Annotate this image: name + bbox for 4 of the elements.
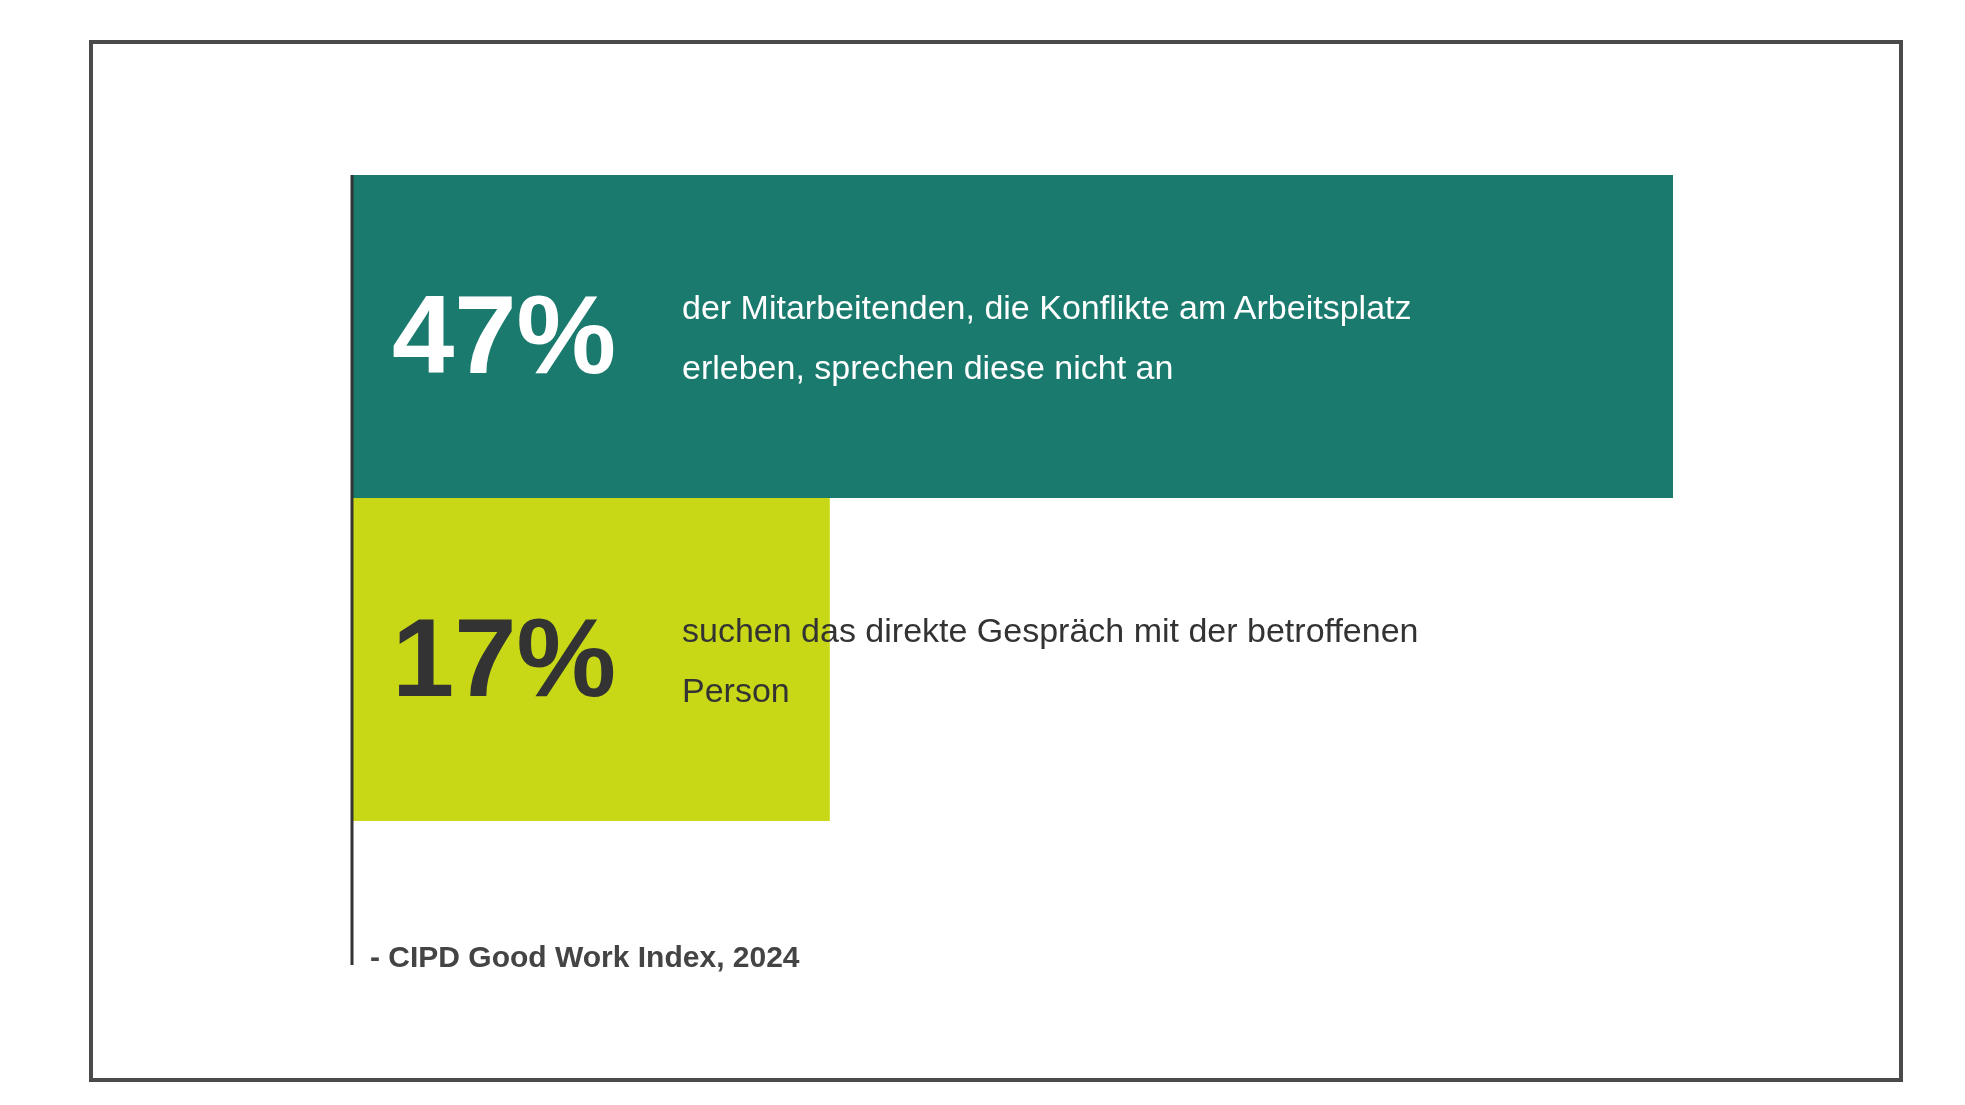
- y-tick-label: der Mitarbeitenden, die Konflikte am Arbeitsplatz erleben, sprechen diese nicht an: [682, 287, 1412, 386]
- data-label: 17%: [392, 594, 617, 720]
- data-label: 47%: [392, 271, 617, 397]
- annotation: - CIPD Good Work Index, 2024: [370, 940, 800, 973]
